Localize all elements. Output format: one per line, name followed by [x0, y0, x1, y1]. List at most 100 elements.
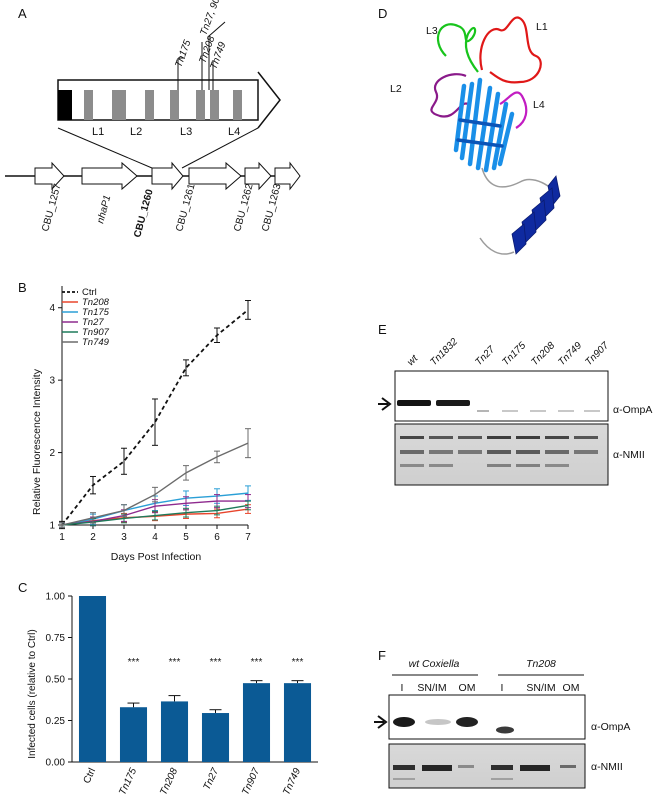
significance-marker: *** [128, 657, 140, 668]
insertion-label-tn27-907: Tn27, 907 [198, 0, 224, 37]
group-label-tn208: Tn208 [526, 658, 556, 670]
lane-label-tn27: Tn27 [473, 344, 497, 368]
loop-l3-ribbon [436, 23, 479, 73]
lane-label-wt: wt [405, 352, 421, 368]
category-label: Tn27 [202, 766, 222, 792]
blot-label-ompa-f: α-OmpA [591, 721, 630, 733]
gene-label-cbu1257: CBU_1257 [40, 182, 63, 233]
x-tick-label: 4 [152, 532, 158, 543]
loop-label-l1: L1 [92, 126, 104, 138]
bar-tn749 [283, 683, 312, 762]
loop-l1-ribbon [479, 16, 542, 84]
blot-label-nmii-e: α-NMII [613, 449, 645, 461]
legend-label-tn208: Tn208 [82, 297, 110, 308]
gene-arrow-cbu1261 [188, 161, 242, 191]
y-tick-label: 0.75 [46, 633, 66, 644]
group-label-wt-coxiella: wt Coxiella [409, 658, 460, 670]
bar-tn27 [201, 713, 230, 762]
gene-arrow-cbu1260 [151, 161, 184, 191]
nmii-blot-e-bands [400, 436, 598, 467]
loop-l2-ribbon [430, 73, 469, 118]
lane-label-tn1832: Tn1832 [428, 336, 460, 368]
structure-label-l4: L4 [533, 99, 545, 111]
panel-b-letter: B [18, 280, 27, 295]
bar-chart-ylabel: Infected cells (relative to Ctrl) [27, 629, 38, 759]
nmii-blot-e [394, 423, 609, 486]
y-tick-label: 1.00 [46, 592, 66, 603]
ompa-blot-e [394, 370, 609, 422]
gene-label-cbu1260: CBU_1260 [132, 188, 156, 239]
panel-e-letter: E [378, 322, 387, 337]
structure-label-l2: L2 [390, 83, 402, 95]
insertion-sites [177, 21, 226, 90]
gene-label-cbu1262: CBU_1262 [232, 182, 255, 233]
significance-marker: *** [210, 657, 222, 668]
lane-label-tn749: Tn749 [556, 340, 584, 368]
fraction-label-om-wt: OM [459, 682, 476, 694]
category-label: Tn175 [117, 766, 139, 797]
significance-marker: *** [292, 657, 304, 668]
fraction-label-sn-im-wt: SN/IM [417, 682, 446, 694]
x-tick-label: 1 [59, 532, 65, 543]
y-tick-label: 1 [49, 521, 55, 532]
bar-tn208 [160, 701, 189, 762]
gene-label-cbu1261: CBU_1261 [174, 182, 197, 233]
legend-label-tn27: Tn27 [82, 317, 104, 328]
band-arrow-e [378, 397, 392, 411]
category-label: Tn907 [240, 766, 262, 797]
line-chart-ylabel: Relative Fluorescence Intensity [31, 368, 43, 515]
fraction-label-i-wt: I [401, 682, 404, 694]
lane-label-tn175: Tn175 [500, 340, 528, 368]
x-tick-label: 2 [90, 532, 96, 543]
panel-c-letter: C [18, 580, 27, 595]
fraction-label-om-tn208: OM [563, 682, 580, 694]
nmii-blot-f [388, 743, 586, 789]
bar-tn175 [119, 707, 148, 762]
legend-label-tn907: Tn907 [82, 327, 110, 338]
gene-arrow-nhap1 [81, 161, 138, 191]
category-label: Ctrl [82, 767, 99, 786]
panel-d: D [378, 6, 561, 255]
bar-ctrl [78, 596, 107, 762]
gene-arrow-cbu1262 [244, 161, 272, 191]
legend-label-tn749: Tn749 [82, 337, 110, 348]
panel-e: E wt Tn1832 Tn27 Tn175 Tn208 Tn749 Tn907… [378, 322, 652, 486]
bar-chart: 0.00 0.25 0.50 0.75 1.00 Ctrl *** Tn175 *** Tn208… [46, 592, 318, 797]
panel-c: C 0.00 0.25 0.50 0.75 1.00 Ctrl *** Tn175 *** Tn2… [18, 580, 318, 797]
blot-label-nmii-f: α-NMII [591, 761, 623, 773]
signal-peptide-block [58, 90, 72, 120]
x-tick-label: 7 [245, 532, 251, 543]
bar-tn907 [242, 683, 271, 762]
protein-arrowhead [257, 71, 281, 129]
nmii-blot-f-bands [393, 765, 576, 780]
x-tick-label: 5 [183, 532, 189, 543]
protein-schematic: L1 L2 L3 L4 [57, 71, 281, 138]
loop-label-l3: L3 [180, 126, 192, 138]
structure-label-l3: L3 [426, 25, 438, 37]
insertion-label-tn175: Tn175 [173, 38, 193, 69]
significance-marker: *** [169, 657, 181, 668]
x-tick-label: 3 [121, 532, 127, 543]
legend-label-ctrl: Ctrl [82, 287, 97, 298]
gene-label-cbu1263: CBU_1263 [260, 182, 283, 233]
structure-label-l1: L1 [536, 21, 548, 33]
fraction-label-i-tn208: I [501, 682, 504, 694]
panel-a-letter: A [18, 6, 27, 21]
y-tick-label: 0.50 [46, 675, 66, 686]
ompa-blot-f [388, 694, 586, 740]
gene-label-nhap1: nhaP1 [95, 194, 113, 225]
gene-arrow-cbu1263 [274, 161, 301, 191]
y-tick-label: 4 [49, 303, 55, 314]
gene-arrow-cbu1257 [34, 161, 65, 191]
panel-a: A L1 L2 L3 L4 Tn175 Tn20 [5, 0, 301, 239]
loop-label-l2: L2 [130, 126, 142, 138]
y-tick-label: 0.00 [46, 758, 66, 769]
blot-label-ompa-e: α-OmpA [613, 404, 652, 416]
line-chart-legend: Ctrl Tn208 Tn175 Tn27 Tn907 Tn749 [62, 287, 110, 348]
protein-structure-image [430, 16, 561, 255]
category-label: Tn208 [158, 766, 180, 797]
lane-label-tn208: Tn208 [529, 340, 557, 368]
x-tick-label: 6 [214, 532, 220, 543]
panel-f-letter: F [378, 648, 386, 663]
